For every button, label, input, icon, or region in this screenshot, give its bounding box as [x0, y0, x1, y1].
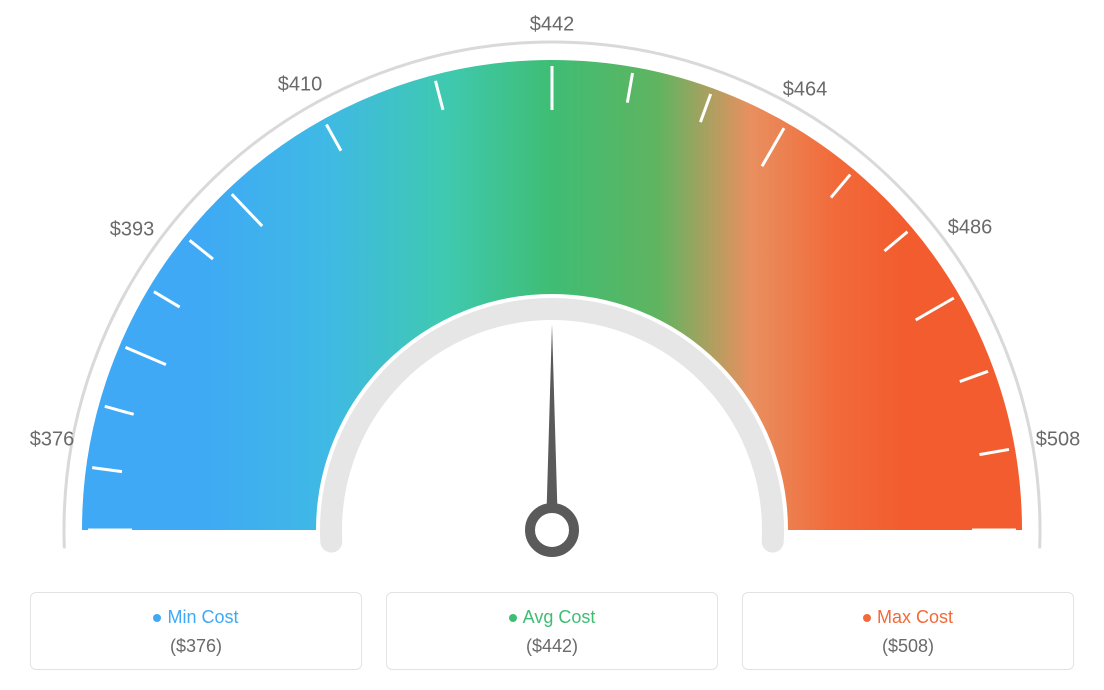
gauge-tick-label: $508 [1036, 429, 1081, 452]
legend-dot-avg [509, 614, 517, 622]
legend-value-min: ($376) [41, 636, 351, 657]
legend-card-avg: Avg Cost ($442) [386, 592, 718, 670]
legend-card-max: Max Cost ($508) [742, 592, 1074, 670]
legend-label-avg: Avg Cost [523, 607, 596, 627]
legend-value-max: ($508) [753, 636, 1063, 657]
gauge-tick-label: $410 [278, 74, 323, 97]
legend-title-avg: Avg Cost [397, 607, 707, 628]
legend-dot-min [153, 614, 161, 622]
gauge-chart: $376 $393 $410 $442 $464 $486 $508 [0, 0, 1104, 570]
legend-label-max: Max Cost [877, 607, 953, 627]
legend-title-min: Min Cost [41, 607, 351, 628]
gauge-tick-label: $442 [530, 14, 575, 37]
gauge-tick-label: $464 [783, 79, 828, 102]
gauge-tick-label: $376 [30, 429, 75, 452]
gauge-tick-label: $486 [948, 217, 993, 240]
legend-card-min: Min Cost ($376) [30, 592, 362, 670]
legend-label-min: Min Cost [167, 607, 238, 627]
gauge-tick-label: $393 [110, 219, 155, 242]
legend-title-max: Max Cost [753, 607, 1063, 628]
legend-row: Min Cost ($376) Avg Cost ($442) Max Cost… [30, 592, 1074, 670]
legend-value-avg: ($442) [397, 636, 707, 657]
legend-dot-max [863, 614, 871, 622]
cost-gauge-container: $376 $393 $410 $442 $464 $486 $508 Min Cost ($… [0, 0, 1104, 690]
